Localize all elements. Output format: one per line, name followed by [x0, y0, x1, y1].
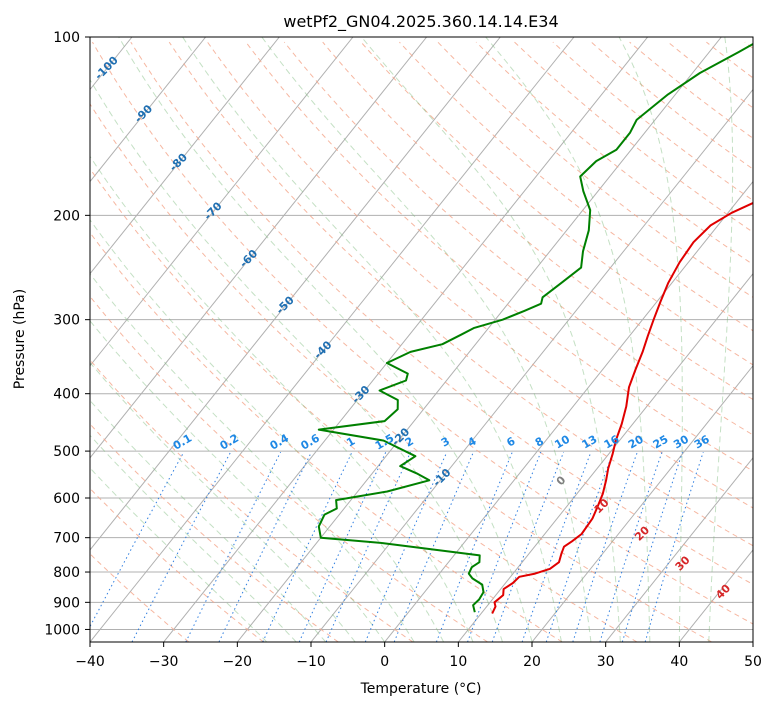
moist-adiabat-line [90, 361, 356, 642]
isotherm-line [90, 37, 354, 367]
x-tick-label: 10 [449, 654, 467, 670]
dewpoint-profile-line [317, 42, 753, 613]
y-tick-label: 300 [53, 313, 80, 329]
plot-area [90, 37, 753, 642]
dry-adiabat-line [322, 41, 753, 401]
y-tick-label: 200 [53, 208, 80, 224]
x-tick-label: 50 [744, 654, 762, 670]
moist-adiabat-line [90, 219, 445, 642]
dry-adiabat-line [90, 103, 712, 642]
chart-title: wetPf2_GN04.2025.360.14.14.E34 [283, 12, 558, 32]
x-tick-label: −20 [223, 654, 253, 670]
moist-adiabat-line [618, 37, 683, 642]
moist-adiabat-line [90, 320, 386, 642]
dry-adiabat-line [91, 41, 753, 625]
isotherm-line [457, 272, 753, 642]
mixing-ratio-line [218, 451, 312, 642]
dry-adiabat-line [437, 41, 753, 298]
mixing-ratio-line [90, 451, 185, 628]
mixing-ratio-line [572, 451, 638, 642]
dry-adiabat-line [245, 41, 753, 472]
y-tick-label: 100 [53, 30, 80, 46]
moist-adiabat-line [90, 155, 474, 642]
x-tick-label: 20 [523, 654, 541, 670]
dry-adiabat-line [90, 295, 488, 642]
moist-adiabat-line [182, 37, 562, 642]
x-tick-label: 30 [597, 654, 615, 670]
dry-adiabat-line [90, 359, 414, 642]
mixing-ratio-line [545, 451, 614, 642]
dry-adiabat-line [207, 41, 753, 509]
moist-adiabat-line [90, 78, 503, 642]
isotherm-line [163, 37, 649, 642]
y-tick-label: 700 [53, 531, 80, 547]
x-tick-label: −40 [75, 654, 105, 670]
dry-adiabat-line [90, 553, 190, 642]
isotherm-line [236, 37, 722, 642]
mixing-ratio-line [185, 451, 282, 642]
isotherm-line [90, 37, 501, 551]
x-tick-label: −30 [149, 654, 179, 670]
y-tick-label: 400 [53, 387, 80, 403]
isotherm-line [90, 37, 280, 275]
moist-adiabat-line [90, 399, 327, 642]
isotherm-line [90, 37, 428, 459]
dry-adiabat-line [90, 231, 563, 642]
moist-adiabat-line [118, 37, 533, 642]
x-axis-label: Temperature (°C) [360, 681, 482, 697]
mixing-ratio-line [644, 451, 704, 642]
moist-adiabat-line [261, 37, 592, 642]
moist-adiabat-line [485, 37, 651, 642]
plot-frame [89, 36, 754, 643]
moist-adiabat-line [361, 37, 621, 642]
y-tick-label: 600 [53, 491, 80, 507]
isotherm-line [384, 180, 753, 642]
y-tick-label: 500 [53, 444, 80, 460]
mixing-ratio-line [621, 451, 683, 642]
y-tick-label: 800 [53, 565, 80, 581]
isotherm-line [90, 37, 575, 642]
moist-adiabat-line [90, 434, 297, 642]
isotherm-line [531, 364, 753, 642]
x-tick-label: 40 [670, 654, 688, 670]
isotherm-line [90, 37, 207, 183]
isotherm-line [605, 457, 753, 642]
temperature-profile-line [491, 201, 753, 614]
x-tick-label: 0 [380, 654, 389, 670]
dry-adiabat-line [130, 41, 753, 586]
dry-adiabat-line [90, 487, 264, 642]
x-tick-label: −10 [296, 654, 326, 670]
dry-adiabat-line [360, 41, 753, 366]
axes: −40 −30 −20 −10 0 10 20 30 40 50 100 200 300 400 500 60… [44, 30, 762, 670]
y-tick-label: 1000 [44, 622, 80, 638]
mixing-ratio-line [262, 451, 353, 642]
moist-adiabat-line [708, 37, 734, 642]
moist-adiabat-line [90, 467, 268, 642]
mixing-ratio-line [435, 451, 513, 642]
y-axis-label: Pressure (hPa) [12, 289, 28, 389]
mixing-ratio-line [599, 451, 663, 642]
y-tick-label: 900 [53, 595, 80, 611]
